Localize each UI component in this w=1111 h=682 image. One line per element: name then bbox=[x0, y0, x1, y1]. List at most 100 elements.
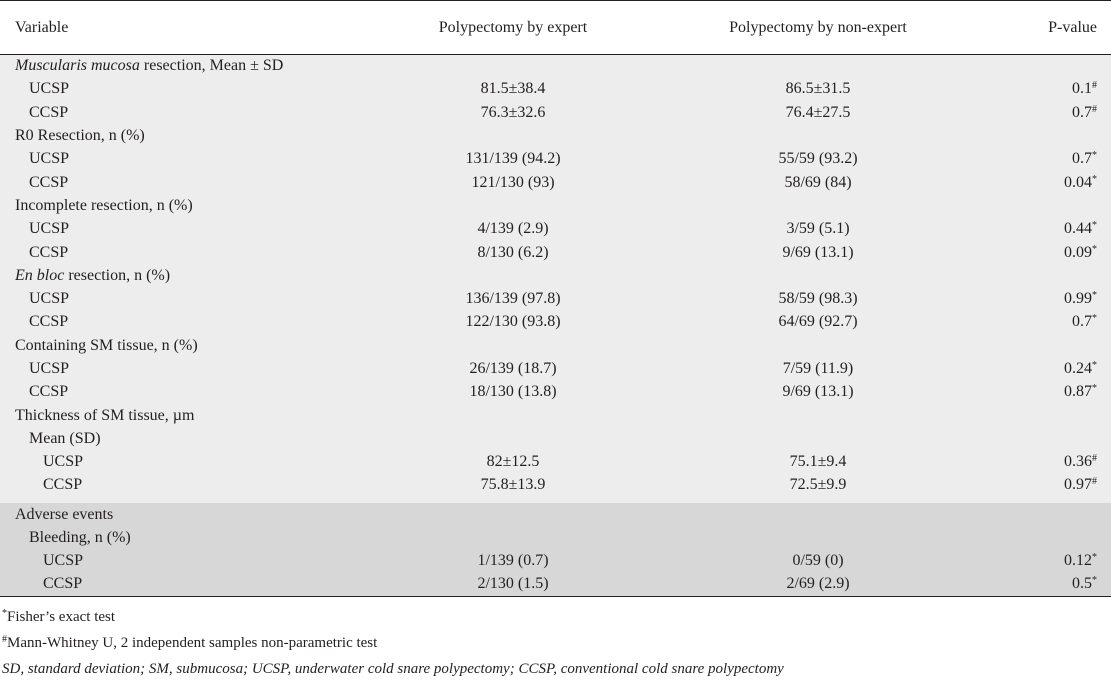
header-p-value: P-value bbox=[1048, 18, 1097, 36]
empty-cell bbox=[953, 334, 1111, 358]
nonexpert-value: 2/69 (2.9) bbox=[683, 573, 953, 597]
expert-value: 121/130 (93) bbox=[343, 170, 683, 195]
table-row: CCSP 76.3±32.6 76.4±27.5 0.7# bbox=[0, 101, 1111, 125]
empty-cell bbox=[343, 403, 683, 428]
section-title-text: Adverse events bbox=[15, 505, 114, 523]
empty-cell bbox=[683, 503, 953, 527]
p-value: 0.09* bbox=[953, 240, 1111, 265]
section-title: R0 Resection, n (%) bbox=[0, 124, 343, 148]
p-value-mark: * bbox=[1092, 290, 1097, 302]
p-value: 0.97# bbox=[953, 473, 1111, 498]
section-title: Adverse events bbox=[0, 503, 343, 527]
expert-value: 81.5±38.4 bbox=[343, 77, 683, 102]
section-title-text: Containing SM tissue, n (%) bbox=[15, 336, 198, 354]
empty-cell bbox=[953, 503, 1111, 527]
adverse-events-section: Adverse events Bleeding, n (%) UCSP 1/139 (… bbox=[0, 503, 1111, 597]
row-label: UCSP bbox=[0, 549, 343, 574]
header-variable: Variable bbox=[15, 18, 69, 36]
table-row: UCSP 4/139 (2.9) 3/59 (5.1) 0.44* bbox=[0, 217, 1111, 241]
empty-cell bbox=[683, 427, 953, 451]
expert-value: 75.8±13.9 bbox=[343, 473, 683, 498]
row-label: CCSP bbox=[0, 240, 343, 265]
header-expert: Polypectomy by expert bbox=[438, 18, 588, 36]
section-title-text: Thickness of SM tissue, µm bbox=[15, 406, 195, 424]
row-label: UCSP bbox=[0, 217, 343, 241]
p-value: 0.1# bbox=[953, 77, 1111, 102]
p-value: 0.87* bbox=[953, 380, 1111, 404]
empty-cell bbox=[683, 526, 953, 550]
empty-cell bbox=[953, 54, 1111, 78]
expert-value: 76.3±32.6 bbox=[343, 101, 683, 125]
footnote-mark: # bbox=[2, 634, 7, 645]
p-value-mark: # bbox=[1092, 103, 1097, 115]
p-value-mark: * bbox=[1092, 383, 1097, 395]
nonexpert-value: 0/59 (0) bbox=[683, 549, 953, 574]
p-value-mark: * bbox=[1092, 173, 1097, 185]
section-title-row: Thickness of SM tissue, µm bbox=[0, 403, 1111, 428]
expert-value: 1/139 (0.7) bbox=[343, 549, 683, 574]
expert-value: 26/139 (18.7) bbox=[343, 357, 683, 381]
table-row: CCSP 75.8±13.9 72.5±9.9 0.97# bbox=[0, 473, 1111, 498]
table-row: UCSP 136/139 (97.8) 58/59 (98.3) 0.99* bbox=[0, 287, 1111, 311]
section-spacer bbox=[0, 497, 1111, 504]
p-value-mark: # bbox=[1092, 80, 1097, 92]
nonexpert-value: 7/59 (11.9) bbox=[683, 357, 953, 381]
empty-cell bbox=[683, 334, 953, 358]
table-header-row: Variable Polypectomy by expert Polypecto… bbox=[0, 0, 1111, 55]
nonexpert-value: 9/69 (13.1) bbox=[683, 240, 953, 265]
footnote-mann-whitney: #Mann-Whitney U, 2 independent samples n… bbox=[2, 630, 784, 656]
section-title-text: Incomplete resection, n (%) bbox=[15, 196, 193, 214]
section-title-row: Containing SM tissue, n (%) bbox=[0, 334, 1111, 358]
empty-cell bbox=[343, 526, 683, 550]
row-label: UCSP bbox=[0, 147, 343, 171]
expert-value: 18/130 (13.8) bbox=[343, 380, 683, 404]
expert-value: 136/139 (97.8) bbox=[343, 287, 683, 311]
nonexpert-value: 76.4±27.5 bbox=[683, 101, 953, 125]
empty-cell bbox=[683, 403, 953, 428]
p-value-mark: * bbox=[1092, 243, 1097, 255]
empty-cell bbox=[343, 334, 683, 358]
p-value: 0.7# bbox=[953, 101, 1111, 125]
header-nonexpert: Polypectomy by non-expert bbox=[729, 18, 907, 36]
section-title: Bleeding, n (%) bbox=[0, 526, 343, 550]
expert-value: 4/139 (2.9) bbox=[343, 217, 683, 241]
section-title: Thickness of SM tissue, µm bbox=[0, 403, 343, 428]
p-value-mark: # bbox=[1092, 476, 1097, 488]
empty-cell bbox=[683, 264, 953, 288]
nonexpert-value: 55/59 (93.2) bbox=[683, 147, 953, 171]
table-row: UCSP 1/139 (0.7) 0/59 (0) 0.12* bbox=[0, 549, 1111, 574]
p-value-mark: * bbox=[1092, 575, 1097, 587]
footnote-abbreviations: SD, standard deviation; SM, submucosa; U… bbox=[2, 661, 784, 677]
p-value-mark: * bbox=[1092, 360, 1097, 371]
empty-cell bbox=[343, 264, 683, 288]
expert-value: 8/130 (6.2) bbox=[343, 240, 683, 265]
p-value: 0.7* bbox=[953, 310, 1111, 335]
nonexpert-value: 75.1±9.4 bbox=[683, 450, 953, 474]
p-value: 0.36# bbox=[953, 450, 1111, 474]
table-row: CCSP 121/130 (93) 58/69 (84) 0.04* bbox=[0, 170, 1111, 195]
nonexpert-value: 58/69 (84) bbox=[683, 170, 953, 195]
table-row: CCSP 2/130 (1.5) 2/69 (2.9) 0.5* bbox=[0, 573, 1111, 597]
row-label: UCSP bbox=[0, 357, 343, 381]
p-value: 0.5* bbox=[953, 573, 1111, 597]
section-title-italic: En bloc bbox=[15, 266, 65, 284]
p-value-mark: * bbox=[1092, 150, 1097, 162]
footnote-text: Mann-Whitney U, 2 independent samples no… bbox=[7, 635, 378, 651]
table-row: CCSP 122/130 (93.8) 64/69 (92.7) 0.7* bbox=[0, 310, 1111, 335]
row-label: CCSP bbox=[0, 573, 343, 597]
table-row: CCSP 8/130 (6.2) 9/69 (13.1) 0.09* bbox=[0, 240, 1111, 265]
row-label: UCSP bbox=[0, 77, 343, 102]
row-label: UCSP bbox=[0, 287, 343, 311]
section-title-text: Bleeding, n (%) bbox=[29, 529, 131, 547]
empty-cell bbox=[953, 124, 1111, 148]
empty-cell bbox=[343, 124, 683, 148]
p-value: 0.04* bbox=[953, 170, 1111, 195]
section-title-text: resection, Mean ± SD bbox=[139, 57, 284, 75]
nonexpert-value: 9/69 (13.1) bbox=[683, 380, 953, 404]
empty-cell bbox=[953, 427, 1111, 451]
footnote-fisher: *Fisher’s exact test bbox=[2, 604, 784, 630]
section-title-italic: Muscularis mucosa bbox=[15, 57, 140, 75]
nonexpert-value: 58/59 (98.3) bbox=[683, 287, 953, 311]
expert-value: 122/130 (93.8) bbox=[343, 310, 683, 335]
